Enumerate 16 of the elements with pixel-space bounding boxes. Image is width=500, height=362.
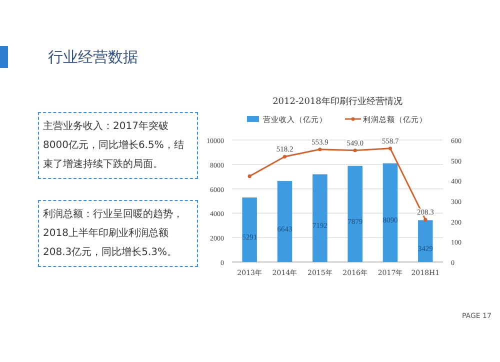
chart-title: 2012-2018年印刷行业经营情况 — [272, 96, 402, 107]
point — [424, 218, 428, 222]
text: 利润总额：行业呈回暖的趋势，2018上半年印刷业利润总额208.3亿元，同比增长5.3%。 — [38, 200, 198, 267]
text: 行业经营数据 — [48, 48, 138, 67]
bar — [312, 174, 328, 262]
bar — [277, 180, 292, 262]
point — [388, 146, 392, 150]
bar — [382, 163, 398, 262]
point — [353, 148, 357, 152]
bar — [242, 197, 257, 262]
point — [318, 148, 322, 152]
bar — [418, 220, 433, 262]
point — [282, 154, 287, 158]
point — [248, 174, 252, 178]
bar — [348, 166, 362, 262]
text: 主营业务收入：2017年突破8000亿元，同比增长6.5%，结束了增速持续下跌的局面。 — [38, 112, 198, 179]
